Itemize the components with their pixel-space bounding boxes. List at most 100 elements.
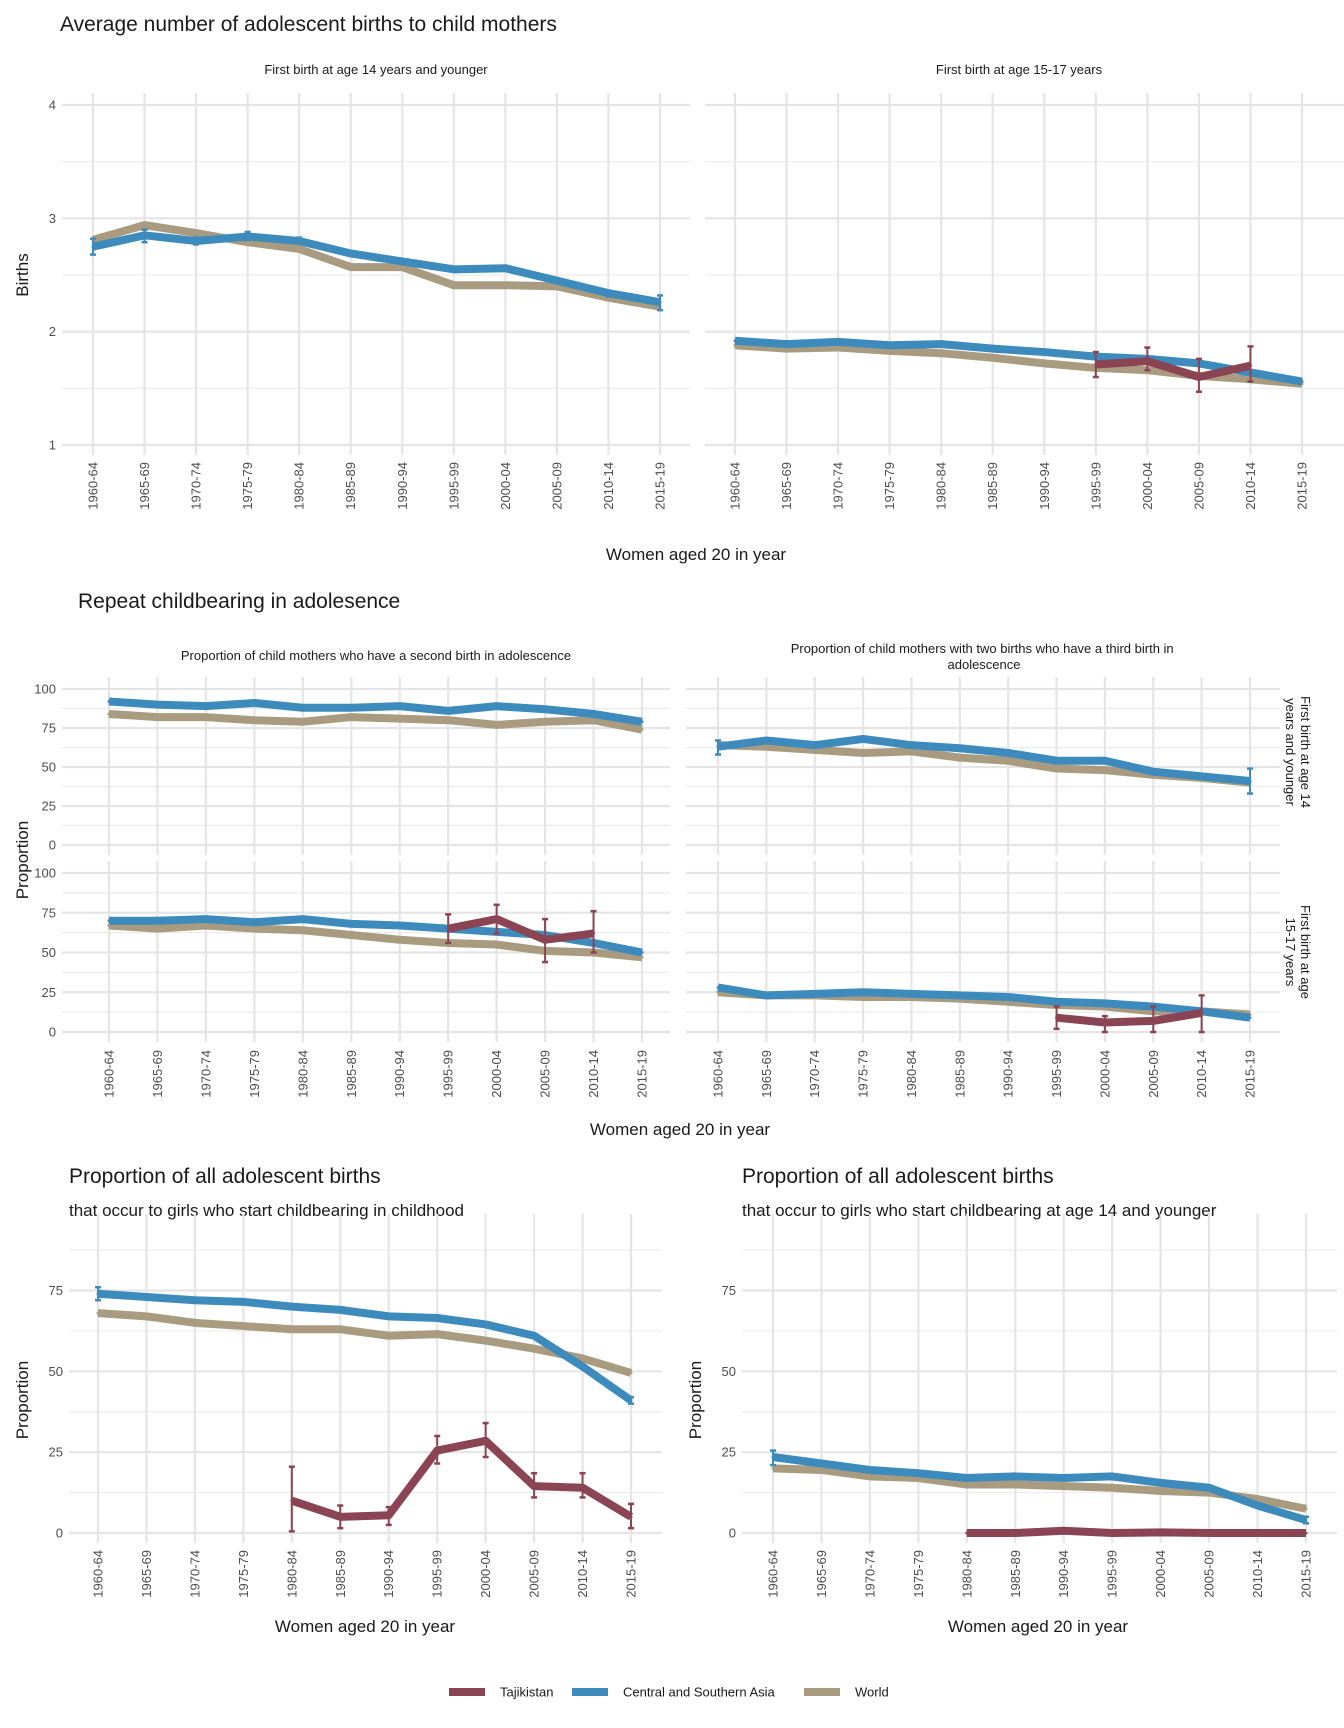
legend-key <box>804 1688 840 1696</box>
data-point <box>204 704 208 708</box>
data-point <box>400 259 404 263</box>
data-point <box>155 703 159 707</box>
data-point <box>1062 1484 1066 1488</box>
x-tick-label: 2010-14 <box>586 1050 601 1098</box>
data-point <box>204 917 208 921</box>
data-point <box>1042 361 1046 365</box>
x-tick-label: 2000-04 <box>478 1550 493 1598</box>
data-point <box>958 756 962 760</box>
y-tick-label: 75 <box>42 721 56 736</box>
error-bar <box>1247 767 1253 795</box>
data-point <box>991 347 995 351</box>
data-point <box>290 1305 294 1309</box>
x-tick-label: 1960-64 <box>766 1550 781 1598</box>
data-point <box>733 339 737 343</box>
data-point <box>107 919 111 923</box>
data-point <box>155 927 159 931</box>
data-point <box>868 1474 872 1478</box>
x-tick-label: 1990-94 <box>1056 1550 1071 1598</box>
panel-title-third-birth-line1: Proportion of child mothers with two bir… <box>791 641 1174 656</box>
data-point <box>400 265 404 269</box>
data-point <box>446 709 450 713</box>
x-tick-label: 1990-94 <box>395 462 410 510</box>
y-tick-label: 4 <box>49 98 56 113</box>
error-bar <box>193 236 200 246</box>
series-central-and-southern-asia <box>95 1286 634 1405</box>
x-tick-label: 1985-89 <box>344 1050 359 1098</box>
share-childhood-subtitle: that occur to girls who start childbeari… <box>69 1201 464 1220</box>
x-tick-label: 1995-99 <box>1088 462 1103 510</box>
x-tick-label: 1980-84 <box>292 462 307 510</box>
x-axis-title-section2: Women aged 20 in year <box>590 1120 771 1139</box>
series-line <box>290 1436 634 1521</box>
data-point <box>193 1321 197 1325</box>
y-tick-label: 100 <box>34 682 56 697</box>
panel-second-birth-15-17: 0 25 50 75 100 1960-64 1965-69 1970-74 1975-79 19… <box>34 861 670 1098</box>
data-point <box>1207 1531 1211 1535</box>
y-tick-label: 75 <box>722 1283 736 1298</box>
data-point <box>338 1327 342 1331</box>
x-tick-label: 1965-69 <box>137 462 152 510</box>
error-bar <box>1303 1515 1309 1525</box>
x-tick-label: 2000-04 <box>1097 1050 1112 1098</box>
data-point <box>965 1531 969 1535</box>
error-bar <box>244 230 251 242</box>
error-bar <box>1247 345 1254 383</box>
series-line <box>447 915 595 944</box>
panel-second-birth-14: 0 25 50 75 100 <box>34 677 670 855</box>
data-point <box>435 1316 439 1320</box>
x-tick-label: 1970-74 <box>807 1050 822 1098</box>
y-axis-title-proportion-section2: Proportion <box>13 821 32 899</box>
data-point <box>452 267 456 271</box>
series-line <box>1095 357 1252 381</box>
series-line <box>966 1526 1306 1537</box>
legend-label: World <box>855 1685 889 1700</box>
data-point <box>1006 751 1010 755</box>
error-bar <box>715 739 721 756</box>
data-point <box>398 717 402 721</box>
series-tajikistan <box>288 1421 634 1533</box>
data-point <box>764 993 768 997</box>
data-point <box>592 712 596 716</box>
x-tick-label: 1980-84 <box>904 1050 919 1098</box>
error-bar <box>296 236 303 245</box>
error-bar <box>628 1502 634 1530</box>
data-point <box>241 1300 245 1304</box>
data-point <box>888 349 892 353</box>
data-point <box>1304 1507 1308 1511</box>
data-point <box>495 704 499 708</box>
data-point <box>452 283 456 287</box>
data-point <box>1013 1483 1017 1486</box>
y-tick-label: 2 <box>49 324 56 339</box>
data-point <box>1055 1000 1059 1004</box>
x-tick-label: 1960-64 <box>86 462 101 510</box>
data-point <box>965 1476 969 1480</box>
x-tick-label: 1990-94 <box>1001 1050 1016 1098</box>
x-tick-label: 1965-69 <box>779 462 794 510</box>
data-point <box>1006 759 1010 763</box>
data-point <box>543 707 547 711</box>
data-point <box>991 356 995 360</box>
x-tick-label: 2015-19 <box>653 462 668 510</box>
y-tick-label: 75 <box>42 905 56 920</box>
panel-title-third-birth: Proportion of child mothers with two bir… <box>791 641 1178 672</box>
x-tick-label: 2015-19 <box>624 1550 639 1598</box>
error-bar <box>531 1471 538 1499</box>
y-axis-title-share-childhood: Proportion <box>13 1361 32 1439</box>
series-line <box>717 983 1251 1022</box>
data-point <box>301 720 305 724</box>
data-point <box>965 1483 969 1486</box>
data-point <box>958 746 962 750</box>
data-point <box>1256 1497 1260 1501</box>
y-tick-label: 25 <box>42 799 56 814</box>
data-point <box>144 1295 148 1299</box>
section-title-repeat-childbearing: Repeat childbearing in adolesence <box>78 590 400 613</box>
x-tick-label: 1995-99 <box>441 1050 456 1098</box>
x-tick-label: 1960-64 <box>102 1050 117 1098</box>
x-tick-label: 2010-14 <box>1243 462 1258 510</box>
panel-avg-births-15-17: 1960-64 1965-69 1970-74 1975-79 1980-84 1985-… <box>705 93 1344 510</box>
data-point <box>495 723 499 727</box>
x-tick-label: 1970-74 <box>187 1550 202 1598</box>
x-tick-label: 2005-09 <box>1191 462 1206 510</box>
x-tick-label: 1960-64 <box>728 462 743 510</box>
